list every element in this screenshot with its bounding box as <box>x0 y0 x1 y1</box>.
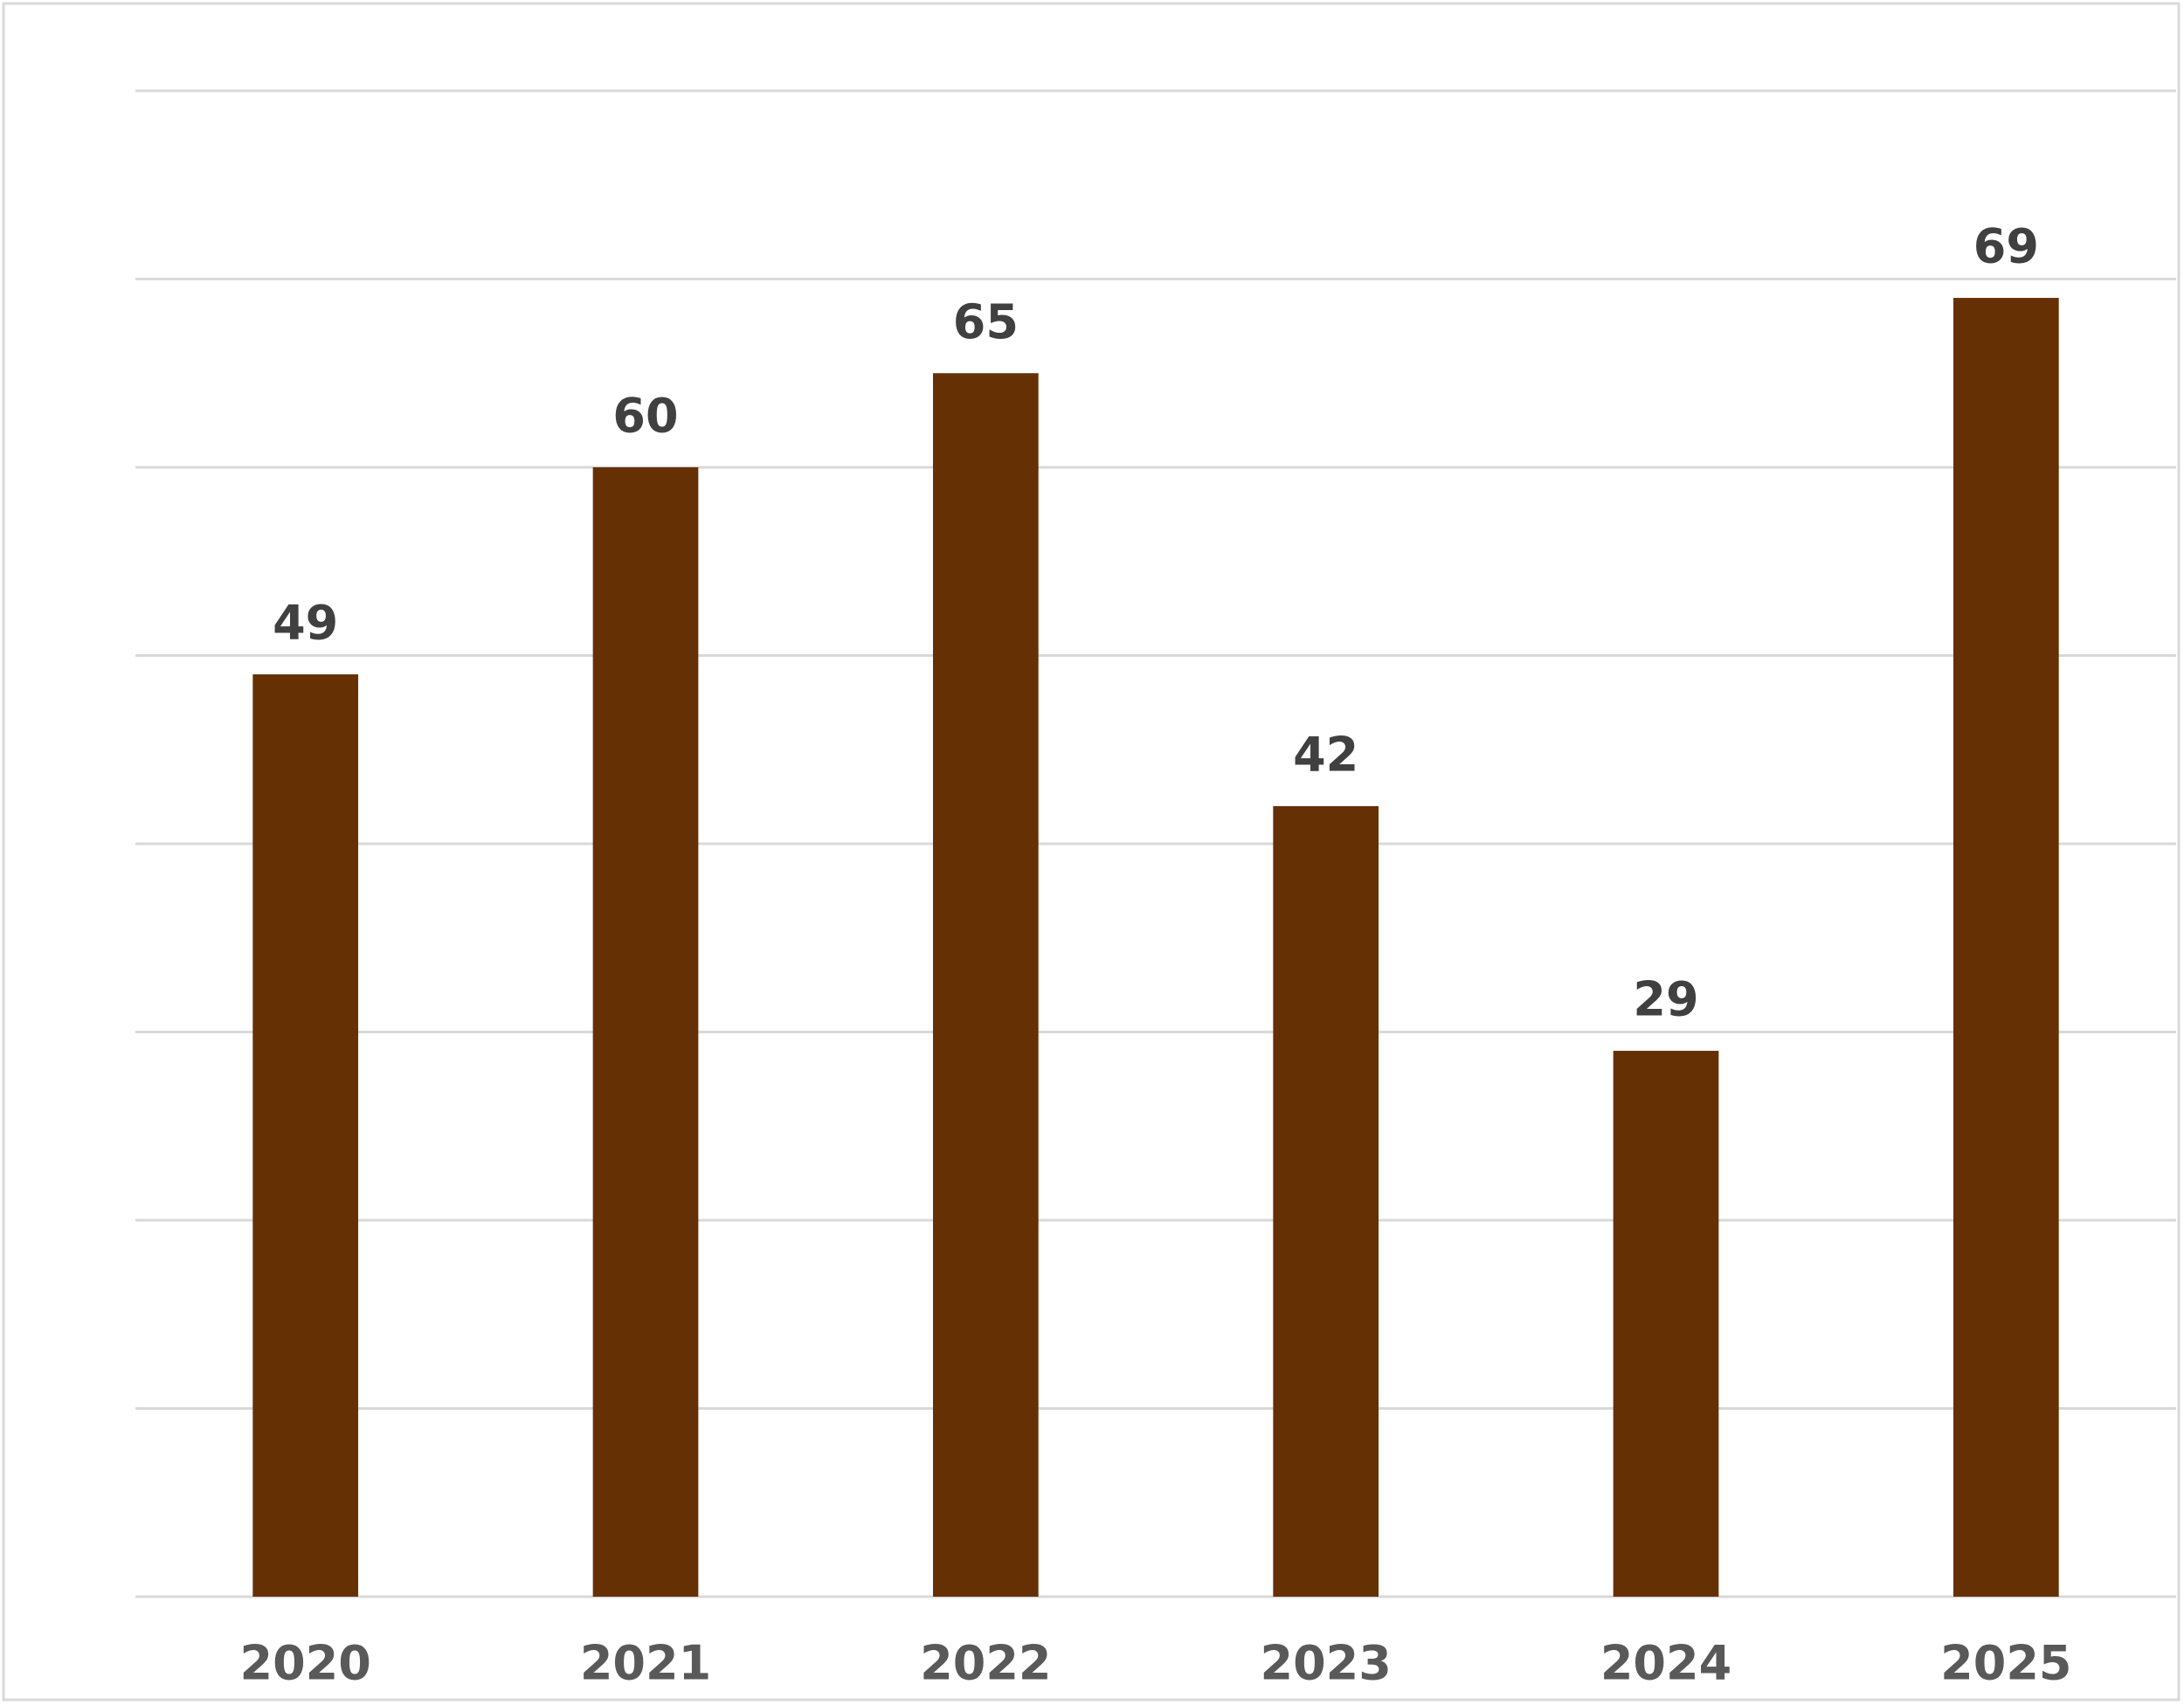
value-label: 69 <box>1973 219 2039 274</box>
bar <box>1273 805 1379 1597</box>
x-tick-label: 2022 <box>920 1636 1051 1691</box>
value-label: 65 <box>953 294 1019 349</box>
x-tick-label: 2021 <box>580 1636 711 1691</box>
x-tick-label: 2020 <box>240 1636 371 1691</box>
value-label: 49 <box>273 596 338 651</box>
bar <box>1952 298 2059 1597</box>
value-label: 29 <box>1633 972 1698 1027</box>
bar <box>932 373 1039 1597</box>
x-tick-label: 2024 <box>1600 1636 1731 1691</box>
bar <box>1613 1051 1719 1597</box>
value-label: 42 <box>1293 728 1358 783</box>
bar <box>592 467 699 1597</box>
value-label: 60 <box>612 389 678 444</box>
bar <box>252 674 359 1597</box>
x-tick-label: 2025 <box>1940 1636 2071 1691</box>
x-tick-label: 2023 <box>1261 1636 1392 1691</box>
